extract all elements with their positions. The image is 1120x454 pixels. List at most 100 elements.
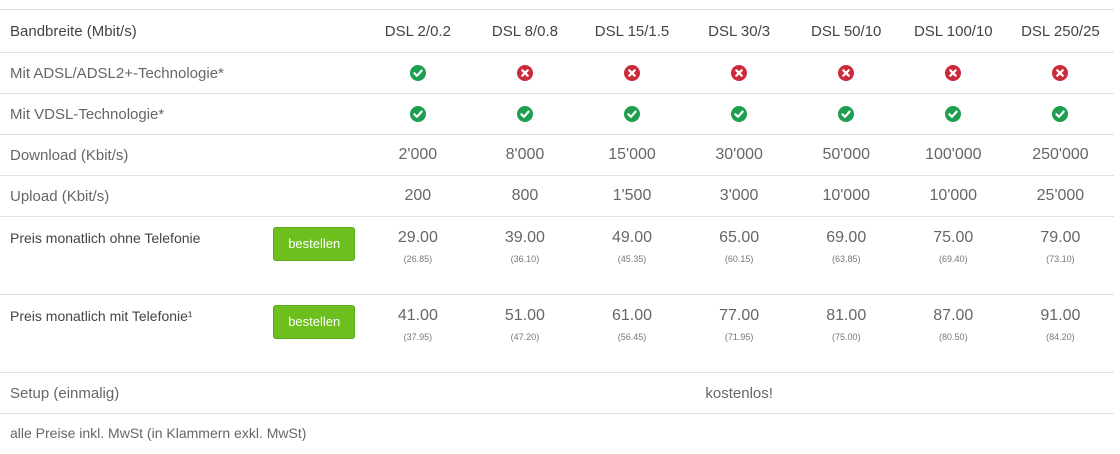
price-excl-vat: (80.50) — [900, 332, 1007, 342]
adsl-row: Mit ADSL/ADSL2+-Technologie* — [0, 53, 1114, 94]
adsl-cell — [364, 53, 471, 94]
price-cell: 49.00 (45.35) — [578, 217, 685, 295]
check-circle-icon — [1052, 106, 1068, 122]
price-cell: 51.00 (47.20) — [471, 295, 578, 373]
price-without-telephony-label: Preis monatlich ohne Telefonie — [0, 217, 260, 295]
check-circle-icon — [517, 106, 533, 122]
download-value: 100'000 — [900, 135, 1007, 176]
price-incl-vat: 79.00 — [1007, 229, 1114, 247]
adsl-cell — [471, 53, 578, 94]
price-incl-vat: 29.00 — [364, 229, 471, 247]
upload-row: Upload (Kbit/s) 200 800 1'500 3'000 10'0… — [0, 176, 1114, 217]
download-row: Download (Kbit/s) 2'000 8'000 15'000 30'… — [0, 135, 1114, 176]
cross-circle-icon — [838, 65, 854, 81]
vat-footnote: alle Preise inkl. MwSt (in Klammern exkl… — [0, 425, 306, 441]
price-excl-vat: (56.45) — [578, 332, 685, 342]
check-circle-icon — [410, 106, 426, 122]
price-cell: 75.00(69.40) — [900, 217, 1007, 295]
order-button-without-telephony[interactable]: bestellen — [273, 227, 355, 261]
check-circle-icon — [838, 106, 854, 122]
price-cell: 65.00 (60.15) — [686, 217, 793, 295]
upload-value: 10'000 — [793, 176, 900, 217]
price-incl-vat: 81.00 — [793, 307, 900, 325]
download-value: 30'000 — [686, 135, 793, 176]
pricing-page: Bandbreite (Mbit/s) DSL 2/0.2 DSL 8/0.8 … — [0, 0, 1120, 427]
price-excl-vat: (63.85) — [793, 254, 900, 264]
upload-label: Upload (Kbit/s) — [0, 176, 364, 217]
upload-value: 200 — [364, 176, 471, 217]
download-value: 250'000 — [1007, 135, 1114, 176]
vdsl-cell — [364, 94, 471, 135]
price-incl-vat: 51.00 — [471, 307, 578, 325]
plan-header-dsl-8: DSL 8/0.8 — [471, 10, 578, 53]
plan-header-dsl-15: DSL 15/1.5 — [578, 10, 685, 53]
download-value: 8'000 — [471, 135, 578, 176]
price-with-telephony-row: Preis monatlich mit Telefonie¹ bestellen… — [0, 295, 1114, 373]
price-excl-vat: (36.10) — [471, 254, 578, 264]
upload-value: 25'000 — [1007, 176, 1114, 217]
bandwidth-header: Bandbreite (Mbit/s) — [0, 10, 364, 53]
pricing-table: Bandbreite (Mbit/s) DSL 2/0.2 DSL 8/0.8 … — [0, 9, 1114, 454]
upload-value: 800 — [471, 176, 578, 217]
price-cell: 61.00(56.45) — [578, 295, 685, 373]
price-excl-vat: (26.85) — [364, 254, 471, 264]
price-incl-vat: 65.00 — [686, 229, 793, 247]
upload-value: 1'500 — [578, 176, 685, 217]
check-circle-icon — [731, 106, 747, 122]
adsl-cell — [793, 53, 900, 94]
price-excl-vat: (60.15) — [686, 254, 793, 264]
price-incl-vat: 41.00 — [364, 307, 471, 325]
price-excl-vat: (69.40) — [900, 254, 1007, 264]
price-incl-vat: 49.00 — [578, 229, 685, 247]
adsl-cell — [900, 53, 1007, 94]
price-excl-vat: (71.95) — [686, 332, 793, 342]
vdsl-row: Mit VDSL-Technologie* — [0, 94, 1114, 135]
price-cell: 69.00 (63.85) — [793, 217, 900, 295]
vdsl-cell — [900, 94, 1007, 135]
cross-circle-icon — [624, 65, 640, 81]
price-excl-vat: (75.00) — [793, 332, 900, 342]
vdsl-cell — [471, 94, 578, 135]
download-value: 15'000 — [578, 135, 685, 176]
price-incl-vat: 91.00 — [1007, 307, 1114, 325]
vdsl-cell — [686, 94, 793, 135]
price-cell: 77.00 (71.95) — [686, 295, 793, 373]
header-row: Bandbreite (Mbit/s) DSL 2/0.2 DSL 8/0.8 … — [0, 10, 1114, 53]
cross-circle-icon — [945, 65, 961, 81]
price-without-telephony-row: Preis monatlich ohne Telefonie bestellen… — [0, 217, 1114, 295]
setup-label: Setup (einmalig) — [0, 373, 364, 414]
plan-header-dsl-250: DSL 250/25 — [1007, 10, 1114, 53]
price-excl-vat: (37.95) — [364, 332, 471, 342]
vdsl-cell — [793, 94, 900, 135]
adsl-cell — [578, 53, 685, 94]
check-circle-icon — [945, 106, 961, 122]
price-excl-vat: (73.10) — [1007, 254, 1114, 264]
adsl-cell — [1007, 53, 1114, 94]
price-cell: 29.00 (26.85) — [364, 217, 471, 295]
setup-row: Setup (einmalig) kostenlos! — [0, 373, 1114, 414]
cross-circle-icon — [517, 65, 533, 81]
cross-circle-icon — [731, 65, 747, 81]
price-excl-vat: (47.20) — [471, 332, 578, 342]
price-incl-vat: 77.00 — [686, 307, 793, 325]
price-cell: 87.00(80.50) — [900, 295, 1007, 373]
adsl-cell — [686, 53, 793, 94]
price-cell: 79.00 (73.10) — [1007, 217, 1114, 295]
vdsl-cell — [578, 94, 685, 135]
cross-circle-icon — [1052, 65, 1068, 81]
plan-header-dsl-100: DSL 100/10 — [900, 10, 1007, 53]
price-with-telephony-label: Preis monatlich mit Telefonie¹ — [0, 295, 260, 373]
price-cell: 39.00 (36.10) — [471, 217, 578, 295]
price-incl-vat: 39.00 — [471, 229, 578, 247]
order-button-with-telephony[interactable]: bestellen — [273, 305, 355, 339]
check-circle-icon — [624, 106, 640, 122]
price-excl-vat: (45.35) — [578, 254, 685, 264]
price-incl-vat: 69.00 — [793, 229, 900, 247]
download-label: Download (Kbit/s) — [0, 135, 364, 176]
adsl-label: Mit ADSL/ADSL2+-Technologie* — [0, 53, 364, 94]
price-excl-vat: (84.20) — [1007, 332, 1114, 342]
price-cell: 81.00 (75.00) — [793, 295, 900, 373]
price-cell: 91.00 (84.20) — [1007, 295, 1114, 373]
check-circle-icon — [410, 65, 426, 81]
upload-value: 10'000 — [900, 176, 1007, 217]
